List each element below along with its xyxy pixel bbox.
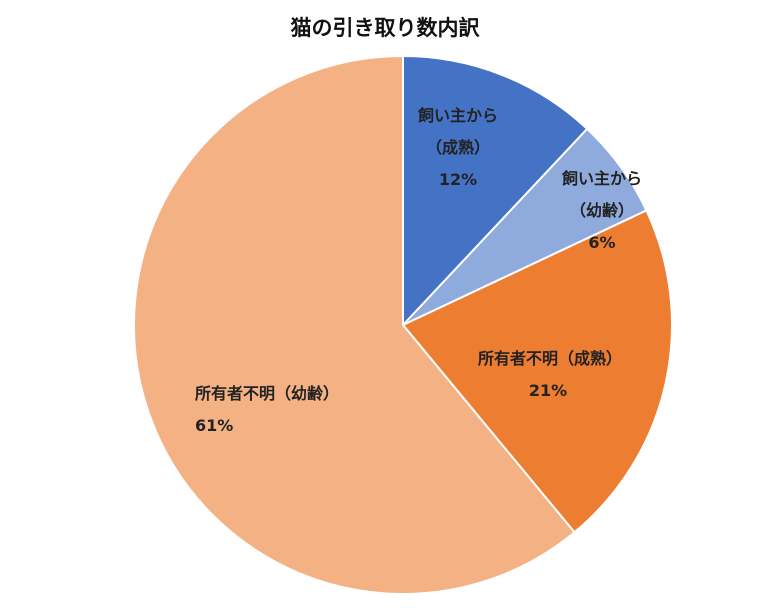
value-label: 61% bbox=[195, 416, 234, 435]
pie-slice bbox=[401, 209, 673, 534]
slice-label: 所有者不明（幼齢） 61% bbox=[195, 378, 395, 442]
chart-title: 猫の引き取り数内訳 bbox=[290, 16, 480, 40]
pie-slice bbox=[402, 54, 589, 328]
value-label: 21% bbox=[528, 381, 568, 400]
slice-label: 飼い主から（成熟） 12% bbox=[412, 100, 504, 196]
category-label: 所有者不明（成熟） bbox=[478, 349, 623, 368]
slice-label: 飼い主から（幼齢） 6% bbox=[556, 163, 648, 259]
pie-slice bbox=[133, 54, 576, 595]
value-label: 6% bbox=[588, 233, 616, 252]
category-label: 所有者不明（幼齢） bbox=[195, 384, 340, 403]
category-label: 飼い主から（幼齢） bbox=[561, 169, 642, 220]
category-label: 飼い主から（成熟） bbox=[417, 106, 498, 157]
value-label: 12% bbox=[438, 170, 478, 189]
slice-label: 所有者不明（成熟） 21% bbox=[478, 343, 622, 407]
